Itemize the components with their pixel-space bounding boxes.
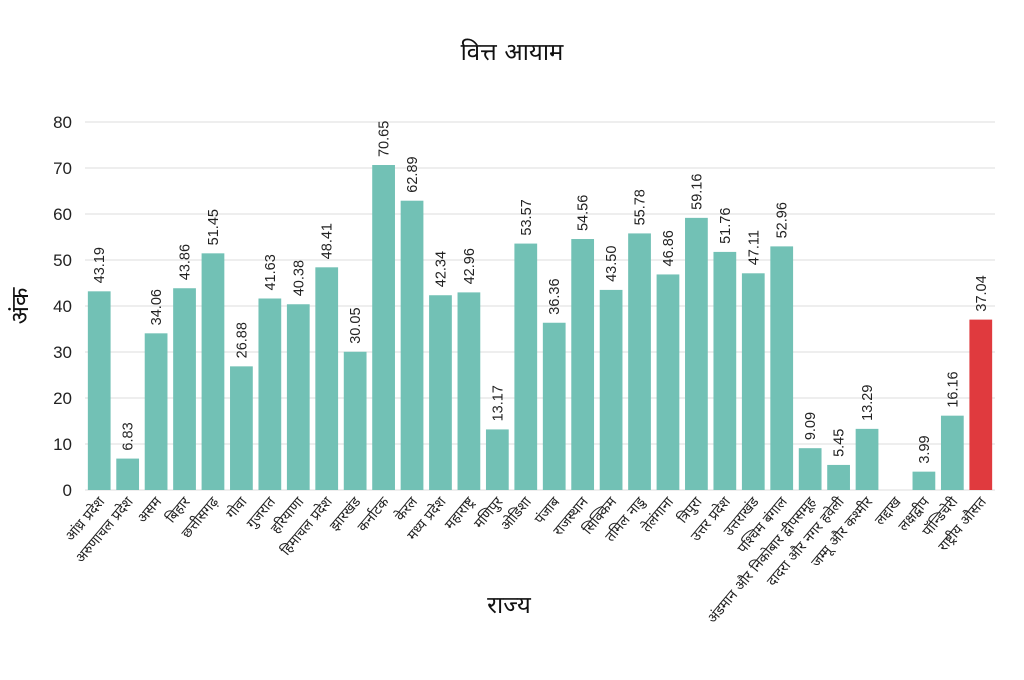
x-axis-title: राज्य [487,591,532,619]
bar [628,233,651,491]
y-tick-label: 60 [53,205,72,224]
x-tick-label: ओडिशा [497,493,535,534]
x-tick-label: तेलंगाना [638,493,677,535]
y-axis-title: अंक [6,287,34,324]
bar [173,288,196,490]
bar [599,289,623,490]
bar [798,448,822,490]
data-label: 26.88 [234,322,250,358]
data-label: 6.83 [121,422,137,450]
bar [912,471,936,490]
data-label: 34.06 [149,289,165,325]
y-tick-label: 80 [53,113,72,132]
bar [969,319,993,490]
y-tick-label: 50 [53,251,72,270]
data-label: 43.50 [604,246,620,282]
data-label: 40.38 [291,260,307,296]
bar [372,165,395,490]
bar [713,251,737,490]
bar [940,415,964,490]
bar [315,267,339,490]
data-label: 37.04 [974,275,990,311]
bar [571,239,595,490]
data-label: 47.11 [746,230,762,265]
bar [286,304,310,490]
y-tick-label: 70 [53,159,72,178]
bar [827,464,850,490]
data-label: 43.19 [92,247,108,283]
data-label: 9.09 [803,412,819,440]
bar [770,246,794,490]
data-label: 41.63 [263,254,279,290]
data-label: 13.17 [490,385,506,421]
data-label: 70.65 [377,121,393,157]
data-label: 51.45 [206,209,222,245]
bar [855,428,879,490]
bar [116,458,140,490]
data-label: 54.56 [576,195,592,231]
bars [87,165,993,491]
chart-title: वित्त आयाम [461,38,564,66]
y-tick-label: 0 [63,481,72,500]
data-label: 46.86 [661,230,677,266]
data-label: 30.05 [348,307,364,343]
data-label: 55.78 [633,189,649,225]
y-axis-ticks: 0 10 20 30 40 50 60 70 80 [53,113,72,500]
bar [144,333,168,490]
data-label: 42.96 [462,248,478,284]
data-label: 13.29 [860,385,876,421]
data-label: 53.57 [519,199,535,235]
data-label: 42.34 [433,251,449,287]
y-tick-label: 10 [53,435,72,454]
y-tick-label: 20 [53,389,72,408]
data-label: 3.99 [917,435,933,463]
x-tick-label: कर्नाटक [354,493,393,535]
bar [343,351,367,490]
y-tick-label: 30 [53,343,72,362]
data-label: 16.16 [945,371,961,407]
bar [258,298,282,490]
data-labels: 43.19 6.83 34.06 43.86 51.45 26.88 41.63 40.38 4… [92,121,990,464]
bar [457,292,481,490]
data-label: 52.96 [775,202,791,238]
bar [230,366,253,490]
data-label: 51.76 [718,208,734,244]
x-tick-label: असम [135,494,166,527]
bar [514,243,538,490]
bar [542,322,566,490]
bar [429,295,452,490]
data-label: 62.89 [405,156,421,192]
bar [201,253,225,490]
data-label: 59.16 [689,174,705,210]
bar [87,291,111,490]
y-tick-label: 40 [53,297,72,316]
bar [485,429,509,490]
bar [400,200,424,490]
bar [741,273,765,490]
data-label: 36.36 [547,278,563,314]
data-label: 43.86 [178,244,194,280]
x-tick-label: महाराष्ट्र [442,494,479,533]
bar [656,274,680,490]
data-label: 48.41 [320,223,336,259]
bar [685,217,708,490]
data-label: 5.45 [832,429,848,457]
